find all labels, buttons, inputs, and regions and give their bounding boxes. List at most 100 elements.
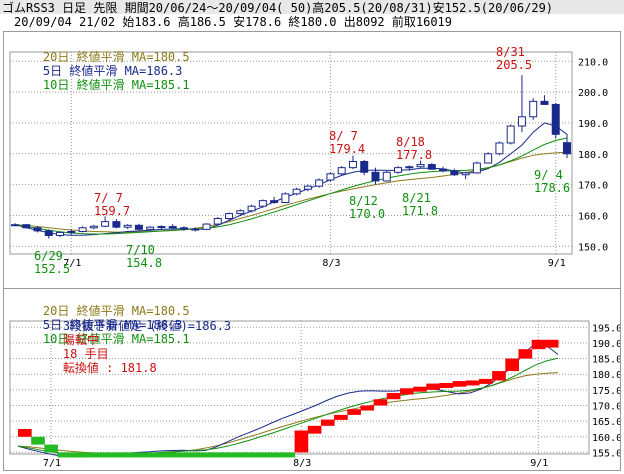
candle-body — [225, 213, 234, 220]
annotation-date: 8/ 7 — [329, 129, 358, 143]
annotation-value: 170.0 — [349, 207, 385, 221]
line-break-brick — [531, 339, 546, 350]
y-tick-label: 195.0 — [592, 323, 620, 334]
candle-body — [461, 172, 470, 176]
line-break-brick — [202, 452, 217, 458]
y-tick-label: 190.0 — [592, 339, 620, 350]
line-break-brick — [413, 386, 427, 392]
bottom-legend-ma5: 5日 終値平滑 MA=186.3 — [42, 318, 183, 332]
bottom-legend-ma10: 10日 終値平滑 MA=185.1 — [42, 332, 190, 346]
annotation-date: 8/18 — [396, 135, 425, 149]
candle-body — [168, 226, 177, 229]
line-break-brick — [241, 452, 256, 458]
line-break-brick — [334, 414, 348, 420]
line-break-brick — [281, 452, 296, 458]
line-break-brick — [307, 425, 322, 434]
candle-body — [382, 171, 391, 182]
x-tick-label: 8/3 — [293, 458, 311, 469]
chart-header-line1: ゴムRSS3 日足 先限 期間20/06/24～20/09/04( 50)高20… — [2, 1, 554, 15]
x-tick-label: 7/1 — [63, 258, 81, 269]
candle-body — [439, 168, 448, 172]
candle-body — [303, 185, 312, 190]
candle-body — [56, 231, 65, 236]
annotation-value: 171.8 — [402, 204, 438, 218]
candle-body — [270, 200, 279, 203]
y-tick-label: 180.0 — [592, 370, 620, 381]
trend-status: 陽転中 — [62, 333, 99, 347]
annotation-date: 7/10 — [126, 243, 155, 257]
line-break-brick — [452, 381, 467, 387]
candle-body — [394, 167, 403, 173]
y-tick-label: 155.0 — [592, 448, 620, 459]
annotation-date: 8/21 — [402, 191, 431, 205]
step-count: 18 手目 — [62, 347, 109, 361]
candle-body — [44, 230, 53, 236]
line-break-brick — [18, 428, 32, 437]
candle-body — [22, 224, 31, 229]
candle-body — [247, 205, 256, 212]
line-break-brick — [215, 452, 230, 458]
line-break-brick — [544, 339, 559, 348]
candle-body — [450, 170, 459, 176]
candle-body — [191, 228, 200, 231]
candle-body — [517, 116, 526, 127]
annotation-date: 8/12 — [349, 194, 378, 208]
y-tick-label: 185.0 — [592, 355, 620, 366]
y-tick-label: 180.0 — [578, 150, 608, 161]
candle-body — [337, 167, 346, 175]
line-break-brick — [228, 452, 243, 458]
chart-header-line2: 20/09/04 21/02 始183.6 高186.5 安178.6 終180… — [14, 15, 453, 29]
line-break-brick — [465, 380, 480, 386]
line-break-brick — [386, 392, 401, 400]
annotation-value: 179.4 — [329, 142, 365, 156]
candle-body — [326, 173, 335, 181]
annotation-date: 9/ 4 — [534, 168, 563, 182]
candle-body — [258, 200, 267, 207]
candle-body — [315, 179, 324, 187]
candle-body — [292, 188, 301, 195]
candle-body — [134, 224, 143, 230]
line-break-brick — [426, 383, 440, 390]
plot-area — [9, 51, 573, 255]
line-break-brick — [176, 452, 190, 458]
candle-body — [348, 160, 357, 169]
line-break-brick — [136, 452, 151, 458]
candle-body — [506, 125, 515, 144]
y-tick-label: 210.0 — [578, 57, 608, 68]
x-tick-label: 8/3 — [322, 258, 340, 269]
candle-body — [157, 226, 166, 229]
candle-body — [529, 100, 538, 118]
candle-body — [123, 224, 132, 228]
candle-body — [551, 103, 560, 135]
y-tick-label: 175.0 — [592, 386, 620, 397]
line-break-brick — [478, 378, 493, 384]
candle-body — [495, 142, 504, 155]
candle-body — [472, 162, 481, 174]
annotation-value: 177.8 — [396, 148, 432, 162]
line-break-brick — [123, 452, 138, 458]
annotation-date: 8/31 — [496, 45, 525, 59]
annotation-value: 154.8 — [126, 256, 162, 270]
candle-body — [427, 164, 436, 170]
annotation-value: 178.6 — [534, 181, 570, 195]
line-break-brick — [162, 452, 177, 458]
candle-body — [179, 227, 188, 230]
annotation-date: 6/29 — [34, 249, 63, 263]
y-tick-label: 160.0 — [592, 433, 620, 444]
line-break-brick — [399, 388, 414, 395]
y-tick-label: 190.0 — [578, 119, 608, 130]
line-break-brick — [492, 371, 506, 381]
line-break-brick — [268, 452, 282, 458]
candle-body — [416, 164, 425, 168]
bottom-legend-ma20: 20日 終値平滑 MA=180.5 — [42, 304, 190, 318]
y-tick-label: 200.0 — [578, 88, 608, 99]
annotation-date: 7/ 7 — [94, 191, 123, 205]
candle-body — [202, 223, 211, 230]
candle-body — [360, 160, 369, 173]
y-tick-label: 170.0 — [592, 401, 620, 412]
chart-header — [0, 0, 624, 14]
legend-ma10: 10日 終値平滑 MA=185.1 — [42, 78, 190, 92]
candle-body — [146, 226, 155, 230]
line-break-brick — [320, 419, 335, 426]
candle-body — [101, 221, 110, 227]
